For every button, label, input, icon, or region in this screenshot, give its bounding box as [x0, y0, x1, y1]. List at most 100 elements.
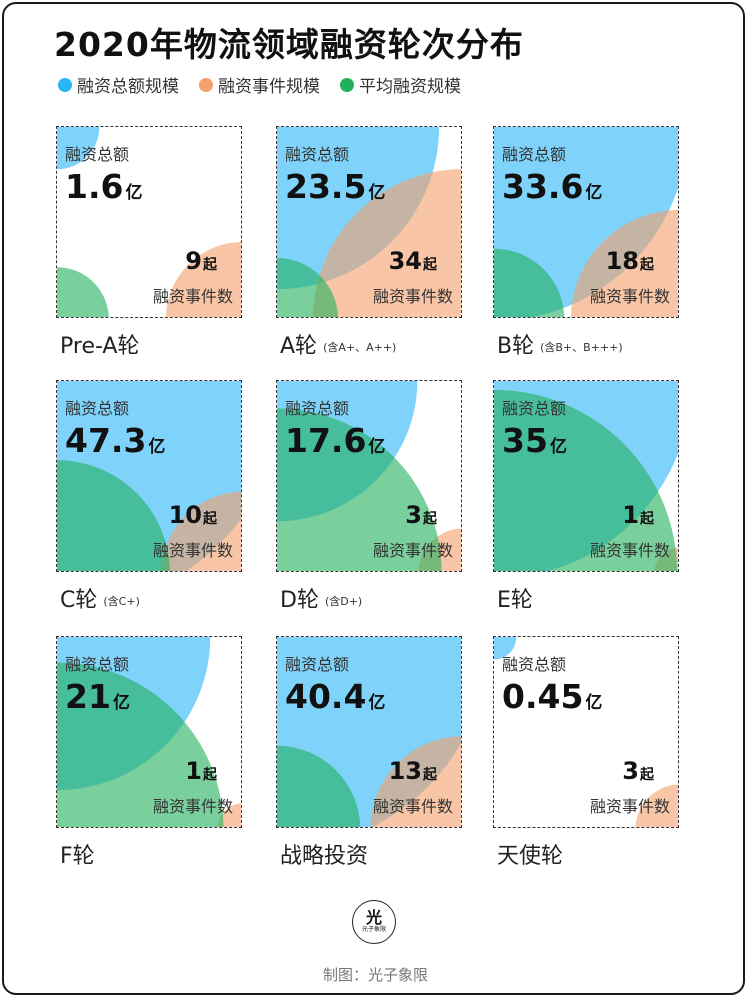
round-name: C轮 — [60, 588, 98, 613]
amount-value: 33.6 亿 — [502, 167, 602, 206]
count-bubble — [165, 241, 241, 317]
count-number: 18 — [605, 247, 639, 275]
count-unit: 起 — [423, 511, 437, 527]
average-bubble — [277, 745, 361, 827]
count-unit: 起 — [423, 767, 437, 783]
round-bubbles — [277, 637, 461, 827]
amount-bubble — [277, 127, 440, 290]
round-bubbles — [494, 127, 678, 317]
amount-value: 35 亿 — [502, 421, 567, 460]
count-label: 融资事件数 — [152, 287, 233, 306]
amount-label: 融资总额 — [285, 399, 350, 418]
average-bubble — [57, 460, 170, 571]
round-name: B轮 — [497, 334, 535, 359]
count-label: 融资事件数 — [589, 797, 670, 816]
amount-unit: 亿 — [112, 693, 130, 713]
legend-item-average-size: 平均融资规模 — [340, 72, 461, 97]
count-label: 融资事件数 — [372, 797, 453, 816]
round-note: (含C+) — [103, 595, 140, 608]
amount-unit: 亿 — [585, 183, 603, 203]
amount-label: 融资总额 — [65, 399, 130, 418]
count-label: 融资事件数 — [589, 541, 670, 560]
legend-label: 平均融资规模 — [359, 77, 461, 97]
count-number: 10 — [168, 501, 202, 529]
amount-unit: 亿 — [585, 693, 603, 713]
round-note: (含B+、B+++) — [540, 341, 623, 354]
average-bubble — [57, 267, 109, 317]
round-panel: 融资总额 17.6 亿 3起 融资事件数 — [276, 380, 462, 572]
amount-value: 47.3 亿 — [65, 421, 165, 460]
legend-dot-green — [340, 77, 354, 92]
average-bubble — [494, 248, 565, 317]
count-label: 融资事件数 — [152, 797, 233, 816]
legend-item-event-count: 融资事件规模 — [199, 72, 320, 97]
count-value: 18起 — [606, 247, 654, 275]
count-bubble — [161, 491, 241, 571]
count-bubble — [370, 736, 461, 827]
legend-label: 融资事件规模 — [218, 77, 320, 97]
count-label: 融资事件数 — [152, 541, 233, 560]
round-bubbles — [277, 127, 461, 317]
amount-label: 融资总额 — [502, 655, 567, 674]
count-number: 3 — [405, 501, 422, 529]
count-number: 34 — [388, 247, 422, 275]
amount-number: 23.5 — [285, 167, 367, 206]
count-unit: 起 — [203, 511, 217, 527]
count-label: 融资事件数 — [372, 541, 453, 560]
round-caption: F轮 — [60, 838, 95, 870]
count-bubble — [635, 784, 678, 827]
amount-number: 1.6 — [65, 167, 124, 206]
count-bubble — [313, 169, 461, 317]
round-caption: E轮 — [497, 582, 533, 614]
count-value: 1起 — [185, 757, 217, 785]
amount-unit: 亿 — [368, 183, 386, 203]
legend: 融资总额规模 融资事件规模 平均融资规模 — [58, 72, 461, 97]
count-unit: 起 — [423, 257, 437, 273]
round-caption: B轮 (含B+、B+++) — [497, 328, 623, 360]
credit-text: 制图：光子象限 — [322, 966, 428, 984]
count-value: 9起 — [185, 247, 217, 275]
count-number: 3 — [622, 757, 639, 785]
amount-number: 0.45 — [502, 677, 584, 716]
amount-value: 23.5 亿 — [285, 167, 385, 206]
round-name: D轮 — [280, 588, 319, 613]
amount-bubble — [57, 127, 100, 170]
round-bubbles — [57, 381, 241, 571]
round-panel: 融资总额 33.6 亿 18起融资事件数 — [493, 126, 679, 318]
count-label: 融资事件数 — [589, 287, 670, 306]
amount-label: 融资总额 — [502, 145, 567, 164]
count-unit: 起 — [203, 257, 217, 273]
round-name: Pre-A轮 — [60, 334, 140, 359]
round-note: (含A+、A++) — [323, 341, 397, 354]
round-name: 战略投资 — [280, 844, 369, 869]
count-bubble — [570, 209, 678, 317]
brand-logo: 光 光子象限 — [352, 900, 396, 944]
count-label: 融资事件数 — [372, 287, 453, 306]
round-name: A轮 — [280, 334, 318, 359]
amount-value: 1.6 亿 — [65, 167, 142, 206]
amount-number: 40.4 — [285, 677, 367, 716]
round-caption: 战略投资 — [280, 838, 368, 870]
amount-label: 融资总额 — [502, 399, 567, 418]
amount-label: 融资总额 — [285, 655, 350, 674]
count-unit: 起 — [640, 257, 654, 273]
count-value: 3起 — [622, 757, 654, 785]
round-caption: D轮 (含D+) — [280, 582, 362, 614]
average-bubble — [494, 389, 678, 571]
count-unit: 起 — [203, 767, 217, 783]
round-panel: 融资总额 35 亿 1起 融资事件数 — [493, 380, 679, 572]
round-caption: Pre-A轮 — [60, 328, 139, 360]
amount-unit: 亿 — [368, 437, 386, 457]
amount-value: 0.45 亿 — [502, 677, 602, 716]
average-bubble — [277, 408, 442, 571]
chart-title: 2020年物流领域融资轮次分布 — [54, 25, 524, 64]
round-panel: 融资总额 40.4 亿 13起 融资事件数 — [276, 636, 462, 828]
legend-dot-blue — [58, 77, 72, 92]
amount-bubble — [494, 637, 517, 660]
legend-label: 融资总额规模 — [77, 77, 179, 97]
round-panel: 融资总额 23.5 亿 34起 融资事件数 — [276, 126, 462, 318]
round-bubbles — [57, 127, 241, 317]
amount-label: 融资总额 — [65, 145, 130, 164]
amount-number: 47.3 — [65, 421, 147, 460]
count-number: 13 — [388, 757, 422, 785]
